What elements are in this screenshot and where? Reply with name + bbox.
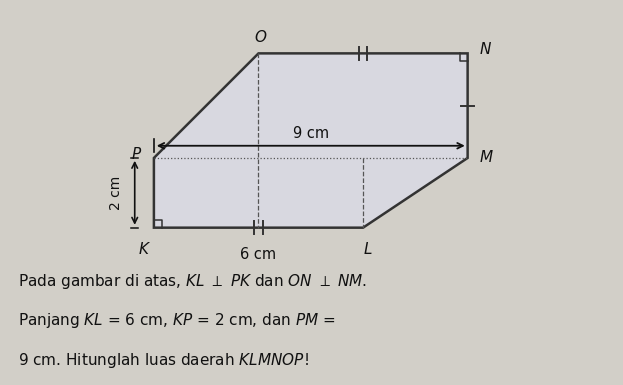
Text: 2 cm: 2 cm [108, 176, 123, 210]
Text: Panjang $\mathit{KL}$ = 6 cm, $\mathit{KP}$ = 2 cm, dan $\mathit{PM}$ =: Panjang $\mathit{KL}$ = 6 cm, $\mathit{K… [19, 311, 336, 330]
Polygon shape [154, 54, 468, 228]
Text: O: O [254, 30, 266, 45]
Text: 6 cm: 6 cm [240, 247, 277, 262]
Text: M: M [480, 151, 493, 166]
Text: 9 cm: 9 cm [293, 126, 329, 141]
Text: Pada gambar di atas, $\mathit{KL}$ $\perp$ $\mathit{PK}$ dan $\mathit{ON}$ $\per: Pada gambar di atas, $\mathit{KL}$ $\per… [19, 272, 368, 291]
Text: L: L [364, 242, 373, 257]
Text: P: P [131, 147, 141, 162]
Text: K: K [138, 242, 148, 257]
Text: 9 cm. Hitunglah luas daerah $\mathit{KLMNOP}$!: 9 cm. Hitunglah luas daerah $\mathit{KLM… [19, 350, 309, 370]
Text: N: N [480, 42, 491, 57]
